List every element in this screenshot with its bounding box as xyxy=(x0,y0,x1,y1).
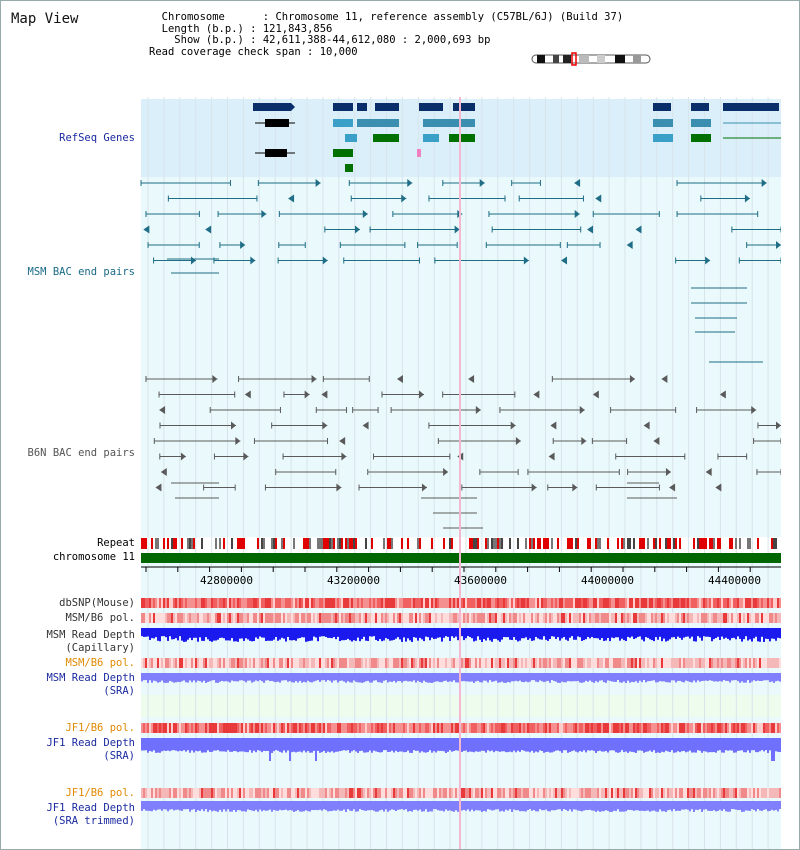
track-label-msm-bac[interactable]: MSM BAC end pairs xyxy=(27,266,135,278)
track-label-jf1-depth-trimmed[interactable]: JF1 Read Depth xyxy=(46,802,135,814)
track-label-msm-depth-capillary-sub: (Capillary) xyxy=(65,642,135,654)
track-label-jf1-depth-sra-sub: (SRA) xyxy=(103,750,135,762)
axis-tick-label: 44000000 xyxy=(581,574,634,587)
axis-tick-label: 43600000 xyxy=(454,574,507,587)
msm-bac-end-pair-features[interactable] xyxy=(140,179,782,363)
length-label: Length (b.p.) xyxy=(161,22,244,35)
chromosome-label: Chromosome xyxy=(161,11,225,23)
ideogram-position-marker xyxy=(571,52,577,66)
track-label-msm-b6-pol-sra[interactable]: MSM/B6 pol. xyxy=(65,657,135,669)
show-row: Show (b.p.) : 42,611,388-44,612,080 : 2,… xyxy=(174,34,491,46)
refseq-gene-features[interactable] xyxy=(253,103,783,172)
length-value: 121,843,856 xyxy=(262,22,333,35)
track-label-msm-depth-sra[interactable]: MSM Read Depth xyxy=(46,672,135,684)
track-label-dbsnp[interactable]: dbSNP(Mouse) xyxy=(59,597,135,609)
track-label-repeat[interactable]: Repeat xyxy=(97,537,135,549)
track-label-jf1-depth-sra[interactable]: JF1 Read Depth xyxy=(46,737,135,749)
track-label-jf1-depth-trimmed-sub: (SRA trimmed) xyxy=(52,815,135,827)
coverage-row: Read coverage check span : 10,000 xyxy=(149,45,358,58)
right-margin xyxy=(781,97,799,849)
track-label-refseq[interactable]: RefSeq Genes xyxy=(59,132,135,144)
track-label-jf1-b6-pol[interactable]: JF1/B6 pol. xyxy=(65,722,135,734)
chromosome-value: Chromosome 11, reference assembly (C57BL… xyxy=(275,11,624,23)
chromosome-row: Chromosome : Chromosome 11, reference as… xyxy=(161,11,624,23)
coverage-value: 10,000 xyxy=(319,45,358,58)
track-label-msm-depth-sra-sub: (SRA) xyxy=(103,685,135,697)
track-label-msm-depth-capillary[interactable]: MSM Read Depth xyxy=(46,629,135,641)
coverage-label: Read coverage check span xyxy=(149,45,301,58)
track-label-jf1-b6-pol-trimmed[interactable]: JF1/B6 pol. xyxy=(65,787,135,799)
axis-tick-label: 44400000 xyxy=(708,574,761,587)
axis-tick-label: 43200000 xyxy=(327,574,380,587)
repeat-track[interactable] xyxy=(141,538,777,549)
region-info: Chromosome : Chromosome 11, reference as… xyxy=(149,11,624,58)
track-label-b6n-bac[interactable]: B6N BAC end pairs xyxy=(27,447,135,459)
track-label-msm-b6-pol[interactable]: MSM/B6 pol. xyxy=(65,612,135,624)
show-value: 42,611,388-44,612,080 : 2,000,693 bp xyxy=(262,34,491,46)
axis-tick-label: 42800000 xyxy=(200,574,253,587)
data-tracks[interactable] xyxy=(141,598,781,812)
show-label: Show (b.p.) xyxy=(174,34,244,46)
chromosome-ideogram[interactable] xyxy=(531,52,651,66)
b6n-bac-end-pair-features[interactable] xyxy=(145,375,782,529)
track-label-chromosome[interactable]: chromosome 11 xyxy=(52,551,135,563)
length-row: Length (b.p.) : 121,843,856 xyxy=(161,22,333,35)
view-title: Map View xyxy=(11,11,79,27)
